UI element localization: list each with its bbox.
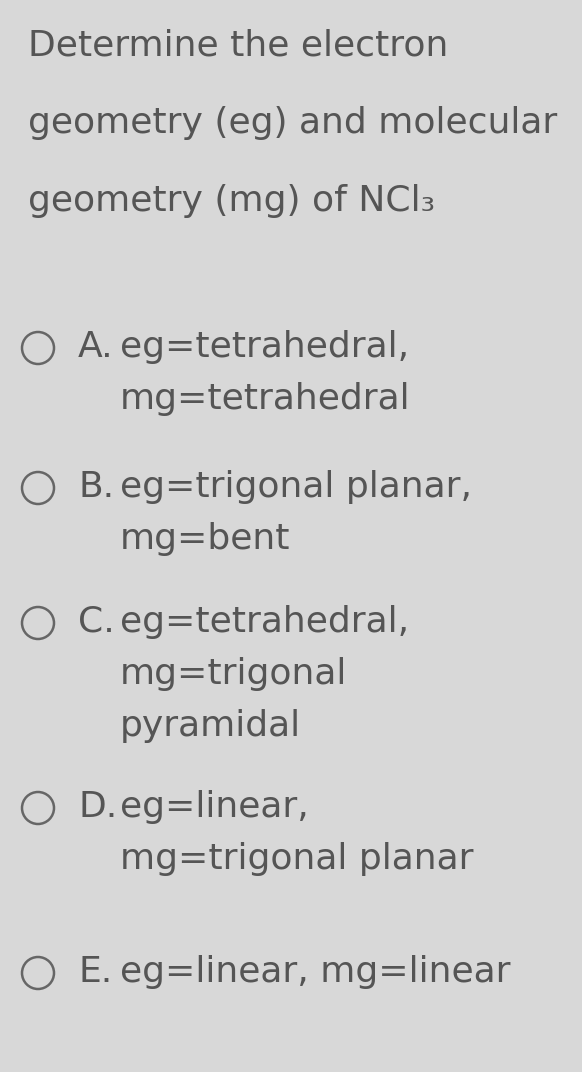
Text: mg=bent: mg=bent [120,522,290,556]
Text: eg=trigonal planar,: eg=trigonal planar, [120,470,472,504]
Text: eg=linear,: eg=linear, [120,790,308,824]
Text: pyramidal: pyramidal [120,709,301,743]
Text: geometry (mg) of NCl₃: geometry (mg) of NCl₃ [28,184,435,218]
Text: B.: B. [78,470,114,504]
Text: mg=trigonal planar: mg=trigonal planar [120,842,474,876]
Text: mg=trigonal: mg=trigonal [120,657,347,691]
Text: eg=tetrahedral,: eg=tetrahedral, [120,330,409,364]
Text: geometry (eg) and molecular: geometry (eg) and molecular [28,106,557,140]
Text: A.: A. [78,330,113,364]
Text: D.: D. [78,790,117,824]
Text: Determine the electron: Determine the electron [28,28,448,62]
Text: eg=tetrahedral,: eg=tetrahedral, [120,605,409,639]
Text: mg=tetrahedral: mg=tetrahedral [120,382,411,416]
Text: C.: C. [78,605,115,639]
Text: E.: E. [78,955,112,989]
Text: eg=linear, mg=linear: eg=linear, mg=linear [120,955,510,989]
